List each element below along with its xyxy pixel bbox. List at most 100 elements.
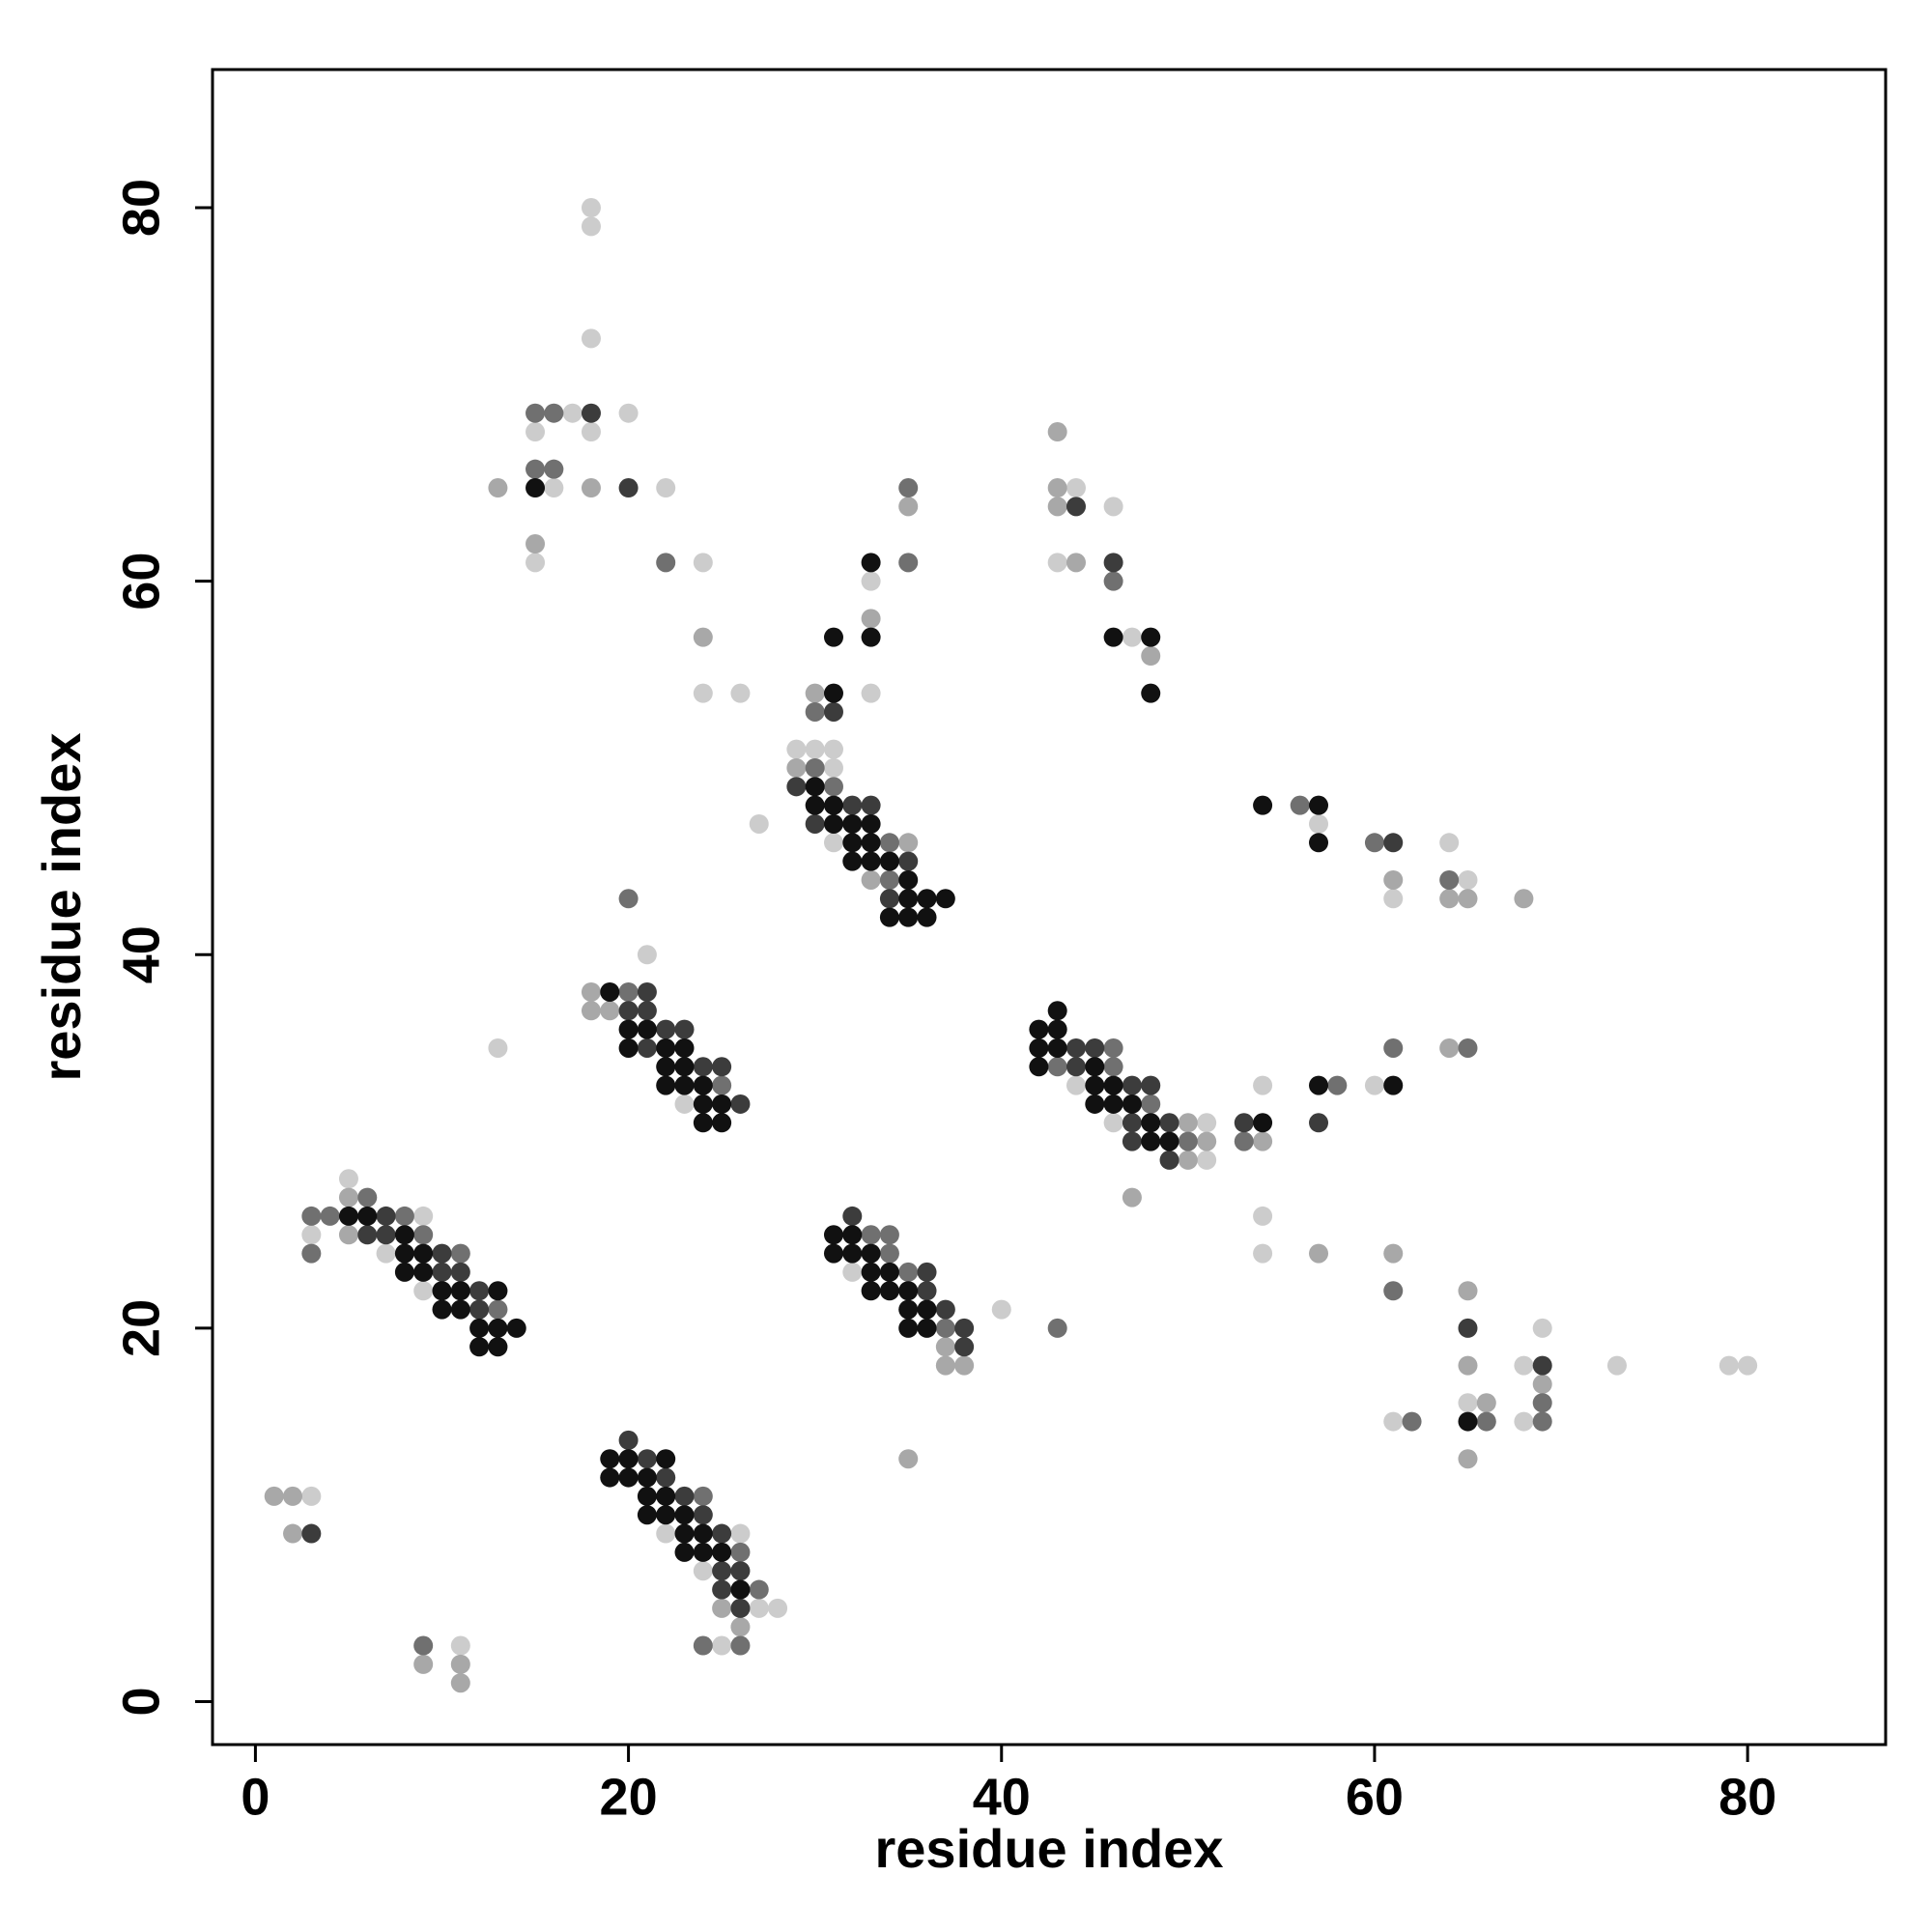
scatter-point [338,1206,358,1226]
scatter-point [1047,1019,1067,1039]
scatter-point [954,1337,975,1357]
scatter-point [730,1617,751,1637]
scatter-point [544,478,564,498]
scatter-point [712,1542,732,1562]
scatter-point [879,1281,899,1301]
scatter-point [581,478,601,498]
scatter-point [861,813,881,834]
y-tick-label: 80 [112,179,170,237]
scatter-point [1514,1411,1534,1432]
scatter-point [1103,1037,1123,1058]
scatter-point [656,1486,676,1506]
scatter-point [898,478,919,498]
scatter-point [413,1654,434,1674]
scatter-point [1065,478,1086,498]
scatter-point [861,1262,881,1282]
scatter-point [730,1579,751,1600]
scatter-point [805,701,825,722]
scatter-point [544,403,564,423]
scatter-point [432,1243,452,1264]
scatter-point [861,553,881,573]
scatter-point [376,1206,396,1226]
scatter-point [693,627,713,647]
scatter-point [1253,1075,1273,1095]
scatter-point [674,1542,695,1562]
scatter-point [450,1654,470,1674]
scatter-point [1029,1037,1049,1058]
scatter-point [674,1523,695,1544]
scatter-point [1085,1037,1105,1058]
scatter-point [712,1598,732,1618]
y-axis-label: residue index [31,732,92,1081]
scatter-point [935,1337,955,1357]
scatter-point [842,1262,863,1282]
scatter-point [1103,497,1123,517]
scatter-point [674,1075,695,1095]
scatter-point [376,1225,396,1245]
scatter-point [1458,889,1478,909]
scatter-point [637,1019,657,1039]
scatter-point [879,1225,899,1245]
scatter-point [1178,1113,1198,1133]
scatter-point [786,739,807,759]
scatter-point [432,1281,452,1301]
scatter-point [1159,1113,1179,1133]
scatter-point [357,1225,378,1245]
scatter-point [1122,1075,1142,1095]
y-tick-label: 40 [112,925,170,983]
scatter-point [712,1561,732,1581]
scatter-point [805,795,825,815]
scatter-point [1253,1113,1273,1133]
scatter-point [1065,1057,1086,1077]
scatter-point [823,795,843,815]
scatter-point [991,1299,1011,1320]
scatter-point [693,1523,713,1544]
scatter-point [693,1113,713,1133]
scatter-point [656,1019,676,1039]
scatter-point [656,553,676,573]
scatter-point [618,1037,639,1058]
scatter-point [1458,1449,1478,1469]
scatter-point [469,1337,490,1357]
scatter-point [656,1523,676,1544]
scatter-point [1103,1057,1123,1077]
scatter-point [749,1579,769,1600]
scatter-point [1197,1131,1217,1151]
scatter-point [823,1243,843,1264]
scatter-point [861,609,881,629]
scatter-point [450,1262,470,1282]
scatter-point [1383,1281,1404,1301]
scatter-point [656,1057,676,1077]
scatter-point [526,459,546,479]
scatter-point [730,683,751,703]
x-tick-label: 20 [600,1768,658,1826]
scatter-point [301,1206,322,1226]
scatter-point [581,422,601,442]
scatter-point [1458,1281,1478,1301]
scatter-point [1234,1113,1254,1133]
scatter-point [823,757,843,778]
scatter-point [861,683,881,703]
scatter-point [1383,1411,1404,1432]
scatter-point [674,1019,695,1039]
scatter-point [600,1449,620,1469]
scatter-point [432,1299,452,1320]
scatter-point [1458,1318,1478,1338]
scatter-point [861,1281,881,1301]
scatter-point [674,1486,695,1506]
scatter-point [506,1318,526,1338]
scatter-point [1383,833,1404,853]
scatter-point [283,1486,303,1506]
y-tick-label: 0 [112,1688,170,1717]
scatter-point [488,1037,508,1058]
scatter-point [1103,1094,1123,1114]
scatter-point [917,1299,937,1320]
scatter-point [730,1561,751,1581]
scatter-point [283,1523,303,1544]
scatter-point [562,403,582,423]
scatter-point [618,478,639,498]
plot-marks [264,198,1758,1693]
scatter-point [413,1225,434,1245]
scatter-point [1383,889,1404,909]
scatter-point [637,1505,657,1525]
